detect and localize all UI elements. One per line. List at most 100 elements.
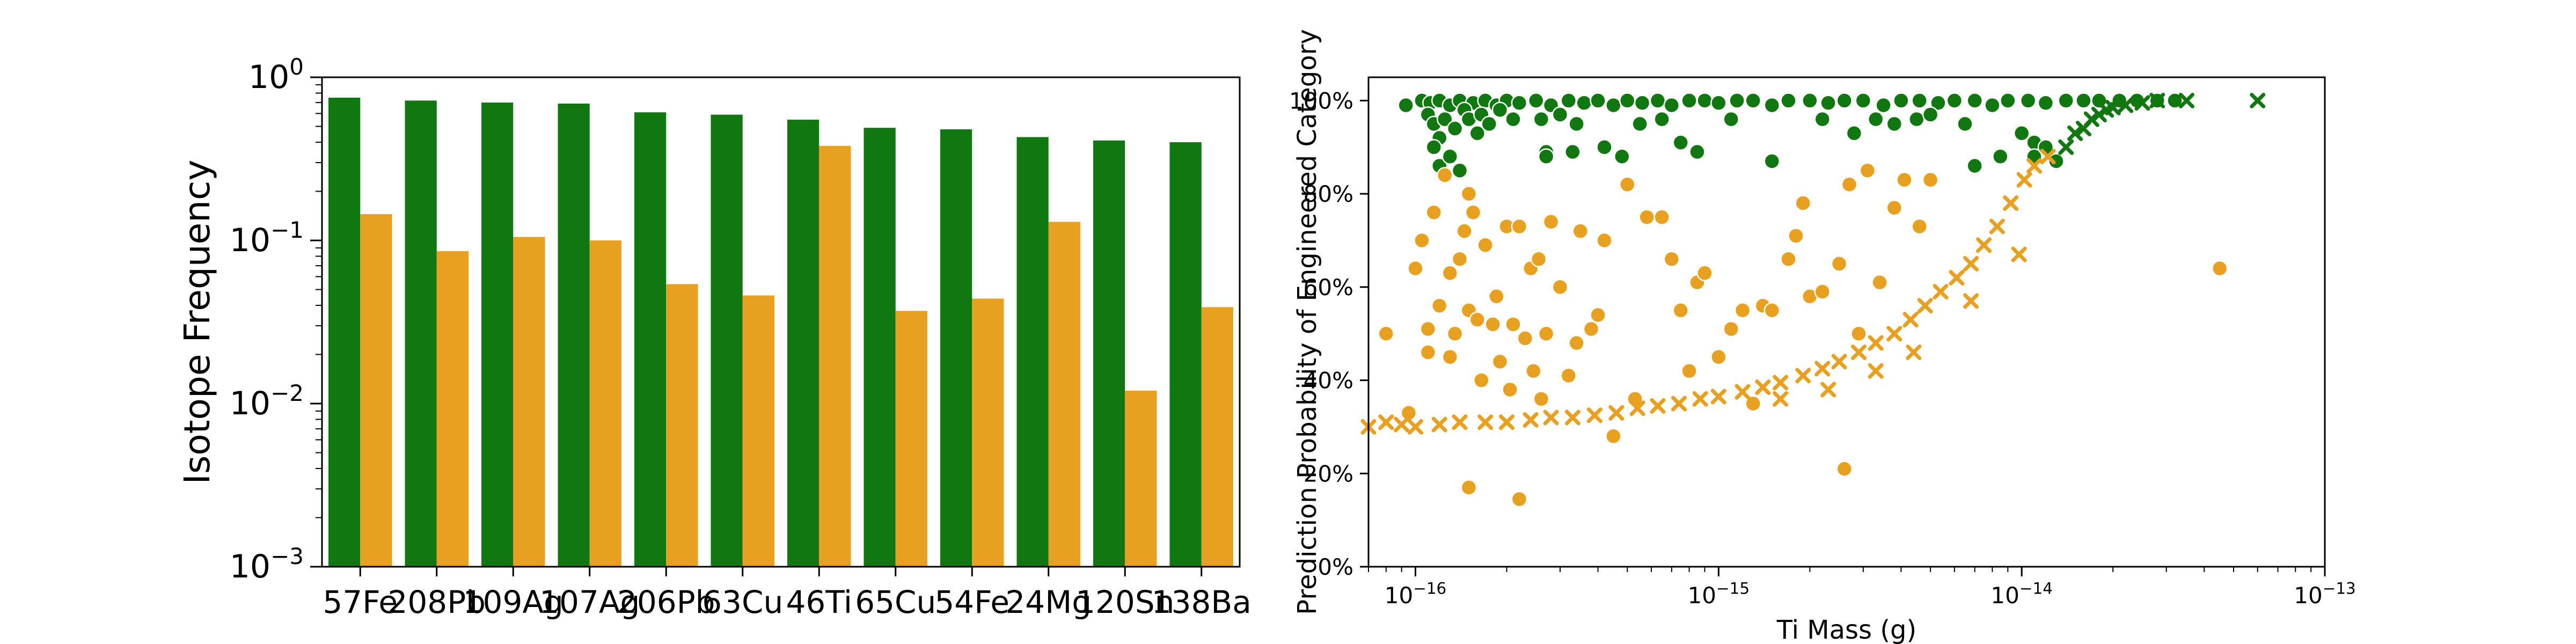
scatter-point (1491, 353, 1509, 370)
scatter-point (1397, 97, 1414, 114)
bar-chart: 10−3 10−2 10−1 100 57Fe208Pb109Ag107Ag206Pb… (177, 54, 1252, 620)
bar-category-label: 57Fe (323, 584, 398, 620)
scatter-point (1723, 111, 1739, 128)
scatter-point (1831, 255, 1848, 272)
scatter-point (1568, 334, 1585, 352)
scatter-cross-point (1902, 312, 1919, 328)
scatter-cross-point (2067, 125, 2083, 141)
scatter-point (1672, 302, 1689, 319)
scatter-point (1992, 148, 2009, 165)
scatter-point (1552, 106, 1569, 123)
scatter-point (1696, 265, 1713, 282)
scatter-point (1619, 176, 1636, 193)
bar-category-label: 107Ag (539, 584, 640, 620)
bar-y-tick-label: 10−3 (230, 543, 304, 586)
scatter-point (1984, 97, 2001, 114)
scatter-y-tick-label: 0% (1318, 554, 1353, 580)
scatter-point (1846, 125, 1863, 142)
scatter-point (1814, 283, 1831, 300)
scatter-point (1460, 479, 1477, 496)
scatter-point (1378, 325, 1395, 342)
scatter-point (1583, 320, 1600, 338)
bar-208Pb-series1 (405, 100, 437, 567)
bar-107Ag-series1 (558, 103, 590, 567)
scatter-point (1505, 316, 1521, 333)
bar-y-ticks: 10−3 10−2 10−1 100 (230, 54, 322, 586)
scatter-point (1867, 111, 1884, 128)
scatter-cross-point (1692, 391, 1708, 407)
scatter-cross-point (1671, 396, 1687, 412)
scatter-y-tick-label: 40% (1304, 368, 1353, 394)
bar-65Cu-series1 (863, 128, 896, 567)
bar-y-tick-label: 10−2 (230, 380, 304, 422)
scatter-point (1552, 279, 1569, 296)
scatter-point (1469, 311, 1486, 328)
scatter-cross-point (2040, 149, 2056, 165)
scatter-point (1414, 232, 1430, 249)
scatter-point (1859, 162, 1876, 179)
scatter-point (2013, 125, 2030, 142)
scatter-point (1908, 111, 1925, 128)
scatter-point (1653, 209, 1670, 225)
scatter-cross-point (1989, 218, 2005, 235)
scatter-point (1477, 237, 1494, 253)
scatter-point (1446, 325, 1463, 342)
bar-category-label: 65Cu (855, 584, 936, 620)
scatter-point (1763, 302, 1781, 319)
scatter-point (1896, 171, 1913, 188)
scatter-cross-point (2149, 92, 2165, 108)
scatter-point (1596, 232, 1613, 249)
scatter-point (2037, 94, 2054, 112)
scatter-point (2167, 92, 2183, 109)
bar-120Sn-series2 (1125, 390, 1157, 567)
scatter-cross-point (1851, 344, 1867, 360)
scatter-point (1456, 223, 1473, 239)
scatter-cross-point (1543, 409, 1559, 426)
scatter-cross-point (2134, 95, 2150, 111)
scatter-cross-point (1378, 414, 1394, 430)
scatter-cross-point (1917, 298, 1933, 314)
scatter-point (1528, 92, 1545, 109)
bar-category-label: 46Ti (786, 584, 852, 620)
bar-57Fe-series2 (360, 214, 392, 567)
scatter-point (1638, 209, 1655, 225)
bar-206Pb-series2 (666, 284, 698, 567)
scatter-point (1425, 204, 1443, 221)
scatter-point (1957, 115, 1973, 133)
scatter-point (1723, 320, 1739, 338)
scatter-point (1619, 92, 1636, 109)
bar-54Fe-series1 (940, 129, 972, 567)
scatter-cross-point (1586, 407, 1602, 423)
scatter-point (1560, 92, 1577, 109)
scatter-point (1814, 111, 1831, 128)
scatter-cross-point (1976, 237, 1992, 253)
scatter-point (1634, 94, 1651, 112)
scatter-point (1530, 251, 1547, 267)
scatter-cross-point (1735, 384, 1751, 400)
scatter-point (1966, 157, 1983, 174)
scatter-y-tick-label: 60% (1304, 274, 1353, 301)
bar-54Fe-series2 (972, 298, 1004, 567)
scatter-point (1576, 94, 1592, 112)
bar-y-axis-title: Isotope Frequency (177, 160, 218, 485)
bar-65Cu-series2 (895, 311, 927, 567)
scatter-point (1419, 320, 1437, 338)
scatter-point (1605, 428, 1622, 445)
bar-109Ag-series1 (481, 103, 514, 567)
scatter-point (1451, 162, 1468, 179)
scatter-y-axis-title: Prediction Probability of Engineered Cat… (1292, 29, 1322, 614)
scatter-point (1966, 92, 1983, 109)
bar-57Fe-series1 (328, 97, 361, 567)
bar-marks (328, 97, 1233, 567)
scatter-point (1502, 381, 1518, 398)
scatter-cross-point (1814, 361, 1831, 377)
scatter-x-axis-title: Ti Mass (g) (1776, 615, 1916, 644)
scatter-point (1855, 92, 1872, 109)
bar-206Pb-series1 (634, 112, 667, 567)
scatter-point (1505, 111, 1521, 128)
bar-63Cu-series1 (711, 114, 743, 567)
scatter-x-tick-label: 10−14 (1990, 579, 2052, 609)
scatter-point (1538, 148, 1555, 165)
scatter-y-tick-label: 80% (1304, 181, 1353, 207)
bar-category-label: 54Fe (934, 584, 1009, 620)
